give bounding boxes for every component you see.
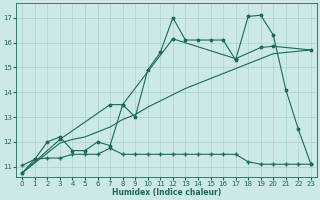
X-axis label: Humidex (Indice chaleur): Humidex (Indice chaleur): [112, 188, 221, 197]
